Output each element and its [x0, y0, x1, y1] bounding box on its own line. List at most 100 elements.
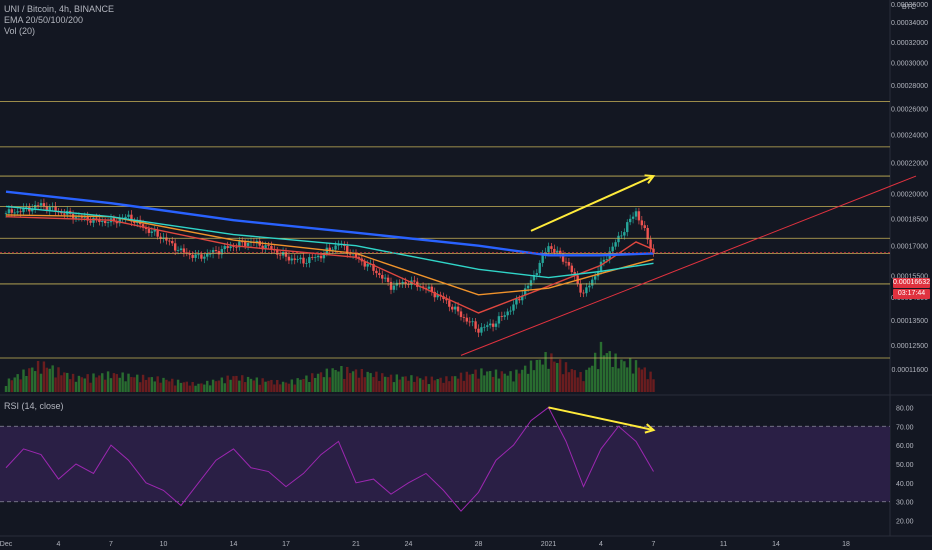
candle-body — [153, 229, 156, 232]
volume-bar — [252, 380, 256, 392]
volume-bar — [375, 371, 378, 392]
volume-bar — [392, 382, 396, 392]
volume-bar — [229, 379, 232, 392]
candle-body — [296, 259, 299, 260]
candle-body — [488, 323, 492, 326]
candle-body — [445, 299, 448, 301]
volume-bar — [620, 359, 623, 392]
candle-body — [211, 250, 215, 254]
candle-body — [465, 317, 469, 322]
volume-bar — [299, 379, 302, 392]
candle-body — [42, 203, 46, 207]
candle-body — [103, 220, 107, 224]
volume-bar — [518, 373, 521, 392]
price-tick-label: 0.00032000 — [891, 40, 928, 47]
volume-bar — [208, 385, 212, 392]
volume-bar — [311, 373, 314, 392]
volume-bar — [529, 360, 533, 392]
volume-bar — [421, 379, 425, 392]
candle-body — [468, 321, 471, 323]
candle-body — [477, 328, 480, 333]
time-tick-label: 21 — [352, 541, 360, 548]
volume-bar — [42, 361, 46, 392]
candle-body — [550, 246, 553, 249]
time-tick-label: 7 — [109, 541, 113, 548]
volume-bar — [185, 381, 189, 392]
ema-indicator-label[interactable]: EMA 20/50/100/200 — [4, 15, 84, 25]
candle-body — [95, 217, 98, 219]
volume-bar — [477, 378, 480, 392]
candle-body — [626, 222, 629, 233]
candle-body — [238, 241, 241, 248]
candle-body — [16, 211, 19, 213]
candle-body — [45, 206, 49, 211]
candle-body — [48, 206, 51, 211]
candle-body — [194, 254, 197, 258]
candle-body — [509, 310, 512, 312]
price-tick-label: 0.00036000 — [891, 2, 928, 9]
currency-label[interactable]: BTC — [902, 4, 916, 11]
volume-bar — [416, 376, 419, 392]
volume-bar — [74, 381, 78, 392]
candle-body — [10, 209, 14, 213]
candle-body — [331, 249, 334, 251]
volume-bar — [284, 382, 288, 392]
candle-body — [144, 227, 148, 230]
candle-body — [150, 231, 154, 233]
volume-bar — [538, 359, 541, 392]
candle-body — [115, 221, 119, 224]
volume-bar — [509, 371, 512, 392]
volume-bar — [602, 355, 606, 392]
volume-bar — [48, 368, 51, 392]
volume-bar — [217, 380, 221, 392]
volume-bar — [445, 376, 448, 392]
candle-body — [214, 250, 218, 252]
volume-bar — [171, 378, 174, 392]
candle-body — [456, 306, 460, 312]
volume-bar — [98, 375, 101, 392]
volume-bar — [261, 378, 264, 392]
candle-body — [80, 216, 84, 218]
volume-bar — [424, 376, 428, 392]
volume-bar — [550, 353, 553, 392]
volume-bar — [381, 373, 384, 392]
candle-body — [308, 257, 311, 263]
volume-indicator-label[interactable]: Vol (20) — [4, 26, 36, 36]
candle-body — [620, 235, 623, 237]
annotation-arrowhead-1 — [644, 174, 656, 184]
rsi-tick-label: 70.00 — [896, 424, 914, 431]
candle-body — [366, 264, 369, 267]
volume-bar — [634, 360, 638, 392]
volume-bar — [197, 383, 200, 392]
rsi-tick-label: 60.00 — [896, 443, 914, 450]
candle-body — [226, 246, 229, 249]
volume-bar — [523, 365, 527, 392]
volume-bar — [115, 374, 119, 392]
trendline — [460, 175, 917, 356]
candle-body — [156, 229, 159, 237]
volume-bar — [25, 376, 28, 392]
rsi-band — [0, 426, 890, 502]
volume-bar — [328, 377, 331, 392]
volume-bar — [348, 373, 352, 392]
volume-bar — [101, 373, 104, 392]
volume-bar — [173, 385, 177, 392]
candle-body — [494, 323, 498, 327]
candle-body — [649, 239, 652, 249]
rsi-indicator-label[interactable]: RSI (14, close) — [4, 401, 64, 411]
volume-bar — [77, 375, 81, 392]
candle-body — [101, 220, 104, 222]
price-tick-label: 0.00024000 — [891, 133, 928, 140]
volume-bar — [39, 373, 43, 392]
volume-bar — [585, 369, 588, 392]
volume-bar — [515, 369, 518, 392]
volume-bar — [471, 373, 474, 392]
candle-body — [229, 246, 232, 249]
volume-bar — [564, 362, 568, 392]
symbol-title[interactable]: UNI / Bitcoin, 4h, BINANCE — [4, 4, 115, 14]
volume-bar — [211, 379, 215, 392]
candle-body — [585, 287, 588, 294]
volume-bar — [643, 367, 646, 392]
